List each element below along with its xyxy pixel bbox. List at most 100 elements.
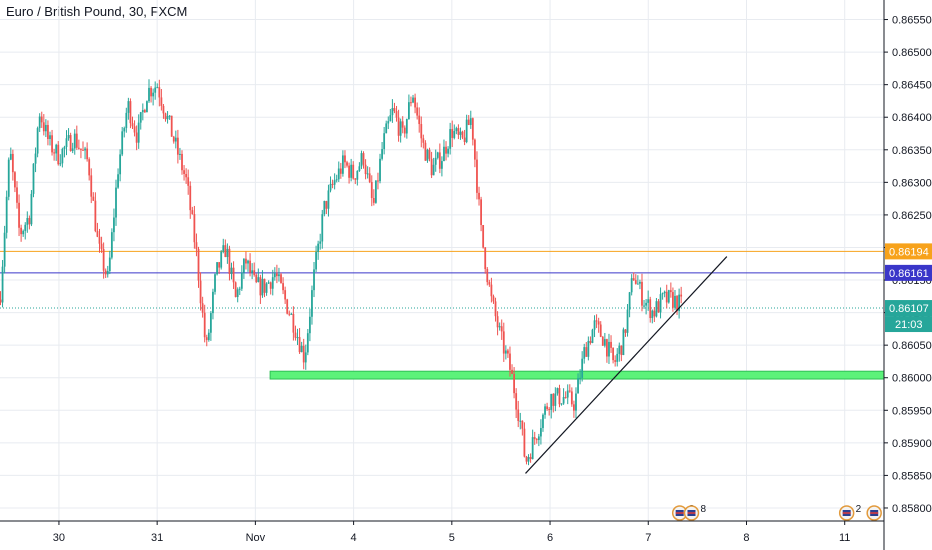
candle-body <box>560 403 563 405</box>
candle-body <box>348 165 350 178</box>
candle-body <box>53 152 56 154</box>
candle-body <box>603 339 606 346</box>
candle-body <box>209 313 212 333</box>
candle-body <box>110 232 113 258</box>
candle-body <box>669 290 672 293</box>
horizontal-lines[interactable] <box>0 250 884 309</box>
support-zone[interactable] <box>269 370 885 380</box>
candle-body <box>139 112 142 123</box>
candle-body <box>28 218 31 225</box>
candle-body <box>490 284 493 297</box>
candle-body <box>451 129 454 138</box>
candle-body <box>443 146 445 162</box>
candle-body <box>519 420 522 422</box>
candle-body <box>457 128 460 135</box>
candle-body <box>156 87 159 89</box>
candle-body <box>311 290 313 317</box>
candle-body <box>232 267 235 283</box>
candle-body <box>162 105 165 114</box>
candle-body <box>42 122 45 132</box>
time-tick-label: Nov <box>246 532 266 544</box>
candle-body <box>65 138 68 148</box>
candle-body <box>201 303 204 313</box>
candle-body <box>34 153 37 164</box>
candle-body <box>51 135 53 153</box>
candle-body <box>441 161 443 169</box>
candle-body <box>36 128 39 154</box>
candle-body <box>401 121 404 128</box>
candle-body <box>573 404 575 411</box>
candle-body <box>269 282 272 289</box>
candle-body <box>288 313 291 315</box>
candle-body <box>360 153 363 167</box>
candle-body <box>193 213 196 243</box>
candle-body <box>416 107 419 116</box>
candle-body <box>96 231 99 237</box>
candle-body <box>546 406 548 410</box>
candle-body <box>552 394 555 406</box>
candle-body <box>674 295 676 308</box>
candle-body <box>304 352 307 363</box>
candle-body <box>1 266 4 303</box>
candle-body <box>593 320 596 330</box>
candle-body <box>469 118 472 125</box>
candle-body <box>535 439 538 441</box>
resistance-orange-badge-label: 0.86194 <box>889 246 929 258</box>
candle-body <box>77 147 80 149</box>
candle-body <box>554 393 557 406</box>
candle-body <box>7 159 10 197</box>
candle-body <box>653 310 656 317</box>
candle-body <box>335 179 338 181</box>
candle-body <box>135 132 138 143</box>
candle-body <box>185 173 188 178</box>
candle-body <box>346 162 348 166</box>
candle-body <box>657 301 660 313</box>
candle-body <box>121 131 124 155</box>
candle-body <box>168 115 171 117</box>
candle-body <box>678 294 681 312</box>
price-tick-label: 0.86500 <box>892 47 932 59</box>
candle-body <box>240 272 243 289</box>
candle-body <box>601 336 604 346</box>
candle-body <box>265 283 268 293</box>
candle-body <box>659 294 662 313</box>
candle-body <box>82 149 84 151</box>
event-count: 8 <box>700 504 706 515</box>
candle-body <box>203 312 206 338</box>
candle-body <box>432 164 435 176</box>
candle-body <box>286 299 289 314</box>
time-axis[interactable]: 30 31 Nov 4 5 6 7 8 11 <box>53 521 851 544</box>
candle-body <box>507 350 509 354</box>
candle-body <box>20 227 23 235</box>
candle-body <box>577 378 579 394</box>
candle-body <box>195 242 198 250</box>
candle-body <box>125 112 128 129</box>
candle-body <box>71 148 74 152</box>
candle-body <box>599 324 602 337</box>
candle-body <box>11 153 14 173</box>
price-axis[interactable]: 0.86550 0.86500 0.86450 0.86400 0.86350 0.863… <box>884 15 932 515</box>
candle-body <box>67 135 70 139</box>
candle-body <box>453 131 456 138</box>
candle-body <box>284 290 287 300</box>
candle-body <box>352 164 355 179</box>
candle-body <box>463 137 466 143</box>
candle-body <box>86 148 89 160</box>
candle-body <box>412 97 414 103</box>
candle-body <box>298 337 301 353</box>
trendline[interactable] <box>525 256 728 474</box>
chart-title: Euro / British Pound, 30, FXCM <box>6 4 188 19</box>
candle-body <box>471 118 474 140</box>
candle-body <box>645 302 648 306</box>
candle-body <box>438 152 441 169</box>
candle-body <box>502 331 505 354</box>
candle-body <box>5 196 8 233</box>
candle-body <box>115 187 117 218</box>
candle-body <box>253 270 256 275</box>
candle-body <box>257 277 260 282</box>
candle-body <box>676 295 678 312</box>
candle-body <box>391 108 394 116</box>
candle-body <box>131 123 134 127</box>
event-markers[interactable]: 282 <box>671 504 882 521</box>
